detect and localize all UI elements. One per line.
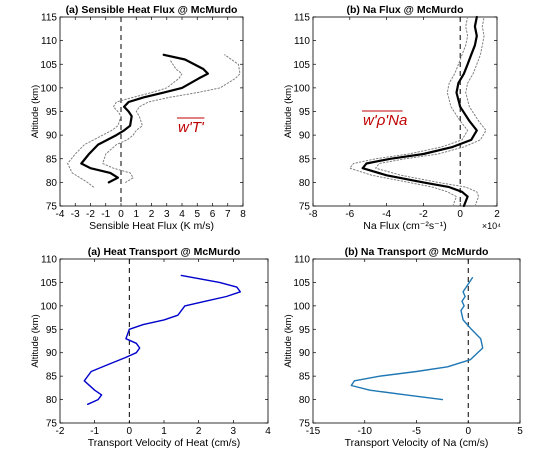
y-axis-label: Altitude (km) xyxy=(30,314,41,367)
x-tick-label: 4 xyxy=(179,209,185,220)
y-tick-label: 80 xyxy=(299,395,311,406)
x-tick-label: -8 xyxy=(309,209,318,220)
y-axis-label: Altitude (km) xyxy=(30,85,41,138)
series-line-upper xyxy=(375,16,487,207)
plot-frame xyxy=(312,258,521,424)
x-tick-label: 1 xyxy=(161,426,167,437)
y-tick-label: 105 xyxy=(293,60,310,71)
x-tick-label: 4 xyxy=(265,426,271,437)
y-tick-label: 95 xyxy=(46,107,58,118)
x-tick-label: -15 xyxy=(306,426,321,437)
panel-sensible-heat-flux: (a) Sensible Heat Flux @ McMurdo -4 -3 -2 -1… xyxy=(30,4,246,232)
y-tick-label: 90 xyxy=(46,131,58,142)
plot-frame xyxy=(59,16,244,207)
y-tick-label: 110 xyxy=(294,255,310,266)
x-tick-label: 5 xyxy=(517,426,523,437)
y-axis-label: Altitude (km) xyxy=(283,314,294,367)
y-tick-label: 100 xyxy=(293,301,310,312)
chart-title: (a) Heat Transport @ McMurdo xyxy=(88,246,241,258)
y-tick-label: 100 xyxy=(293,83,310,94)
x-tick-label: 8 xyxy=(240,209,246,220)
x-tick-label: 6 xyxy=(210,209,216,220)
y-tick-label: 85 xyxy=(299,372,311,383)
x-tick-label: 2 xyxy=(149,209,155,220)
x-axis-label: Sensible Heat Flux (K m/s) xyxy=(89,220,214,232)
series-line-lower xyxy=(67,59,183,188)
panel-na-transport: (b) Na Transport @ McMurdo -15 -10 -5 0 5 75 80… xyxy=(283,246,523,449)
x-tick-label: 5 xyxy=(194,209,200,220)
x-axis-exponent: ×10⁴ xyxy=(482,221,501,231)
y-tick-label: 110 xyxy=(41,36,57,47)
panel-na-flux: (b) Na Flux @ McMurdo -8 -6 -4 -2 0 2 75 80 85 90 9… xyxy=(283,4,501,232)
y-tick-label: 95 xyxy=(46,325,58,336)
chart-title: (b) Na Transport @ McMurdo xyxy=(345,246,489,258)
x-tick-label: 2 xyxy=(494,209,500,220)
y-tick-label: 110 xyxy=(41,255,57,266)
x-tick-label: 3 xyxy=(231,426,237,437)
x-axis-label: Transport Velocity of Na (cm/s) xyxy=(345,437,489,449)
y-tick-label: 115 xyxy=(294,13,310,24)
series-line-mean xyxy=(361,15,478,208)
y-tick-label: 95 xyxy=(299,107,311,118)
y-tick-label: 105 xyxy=(40,278,57,289)
y-tick-label: 90 xyxy=(299,131,311,142)
y-tick-label: 75 xyxy=(46,202,58,213)
y-tick-label: 100 xyxy=(40,83,57,94)
x-tick-label: 3 xyxy=(164,209,170,220)
x-tick-label: 7 xyxy=(225,209,231,220)
y-tick-label: 110 xyxy=(294,36,310,47)
x-axis-label: Na Flux (cm⁻²s⁻¹) xyxy=(363,220,446,232)
flux-annotation: w'ρ'Na xyxy=(363,112,407,129)
x-tick-label: -4 xyxy=(56,209,65,220)
y-tick-label: 90 xyxy=(46,348,58,359)
y-tick-label: 85 xyxy=(46,372,58,383)
x-tick-label: -2 xyxy=(56,426,65,437)
x-tick-label: -1 xyxy=(90,426,99,437)
series-line-upper xyxy=(102,54,241,183)
x-tick-label: -5 xyxy=(412,426,421,437)
x-tick-label: -3 xyxy=(71,209,80,220)
x-tick-label: 2 xyxy=(196,426,202,437)
x-tick-label: -2 xyxy=(86,209,95,220)
chart-title: (a) Sensible Heat Flux @ McMurdo xyxy=(66,4,238,16)
y-tick-label: 85 xyxy=(46,154,58,165)
y-tick-label: 105 xyxy=(293,278,310,289)
x-tick-label: -4 xyxy=(382,209,391,220)
chart-title: (b) Na Flux @ McMurdo xyxy=(347,4,464,16)
y-tick-label: 80 xyxy=(46,178,58,189)
y-tick-label: 80 xyxy=(299,178,311,189)
flux-annotation: w'T' xyxy=(178,119,205,136)
y-tick-label: 75 xyxy=(299,419,311,430)
y-tick-label: 85 xyxy=(299,154,311,165)
x-tick-label: 0 xyxy=(457,209,463,220)
y-tick-label: 90 xyxy=(299,348,311,359)
x-tick-label: -2 xyxy=(419,209,428,220)
y-tick-label: 115 xyxy=(41,13,57,24)
x-tick-label: 0 xyxy=(118,209,124,220)
y-tick-label: 105 xyxy=(40,60,57,71)
series-line-mean xyxy=(80,53,209,184)
x-tick-label: 0 xyxy=(465,426,471,437)
series-line-mean xyxy=(83,274,242,405)
x-tick-label: -10 xyxy=(358,426,373,437)
y-tick-label: 75 xyxy=(299,202,311,213)
series-line-mean xyxy=(350,277,484,401)
panel-heat-transport: (a) Heat Transport @ McMurdo -2 -1 0 1 2 3 4 75 8… xyxy=(30,246,271,449)
x-tick-label: -6 xyxy=(345,209,354,220)
y-tick-label: 75 xyxy=(46,419,58,430)
y-tick-label: 95 xyxy=(299,325,311,336)
x-tick-label: 1 xyxy=(133,209,139,220)
y-tick-label: 100 xyxy=(40,301,57,312)
x-axis-label: Transport Velocity of Heat (cm/s) xyxy=(88,437,241,449)
plot-frame xyxy=(59,258,269,424)
series-line-lower xyxy=(349,16,469,207)
x-tick-label: -1 xyxy=(101,209,110,220)
y-tick-label: 80 xyxy=(46,395,58,406)
y-axis-label: Altitude (km) xyxy=(283,85,294,138)
x-tick-label: 0 xyxy=(127,426,133,437)
